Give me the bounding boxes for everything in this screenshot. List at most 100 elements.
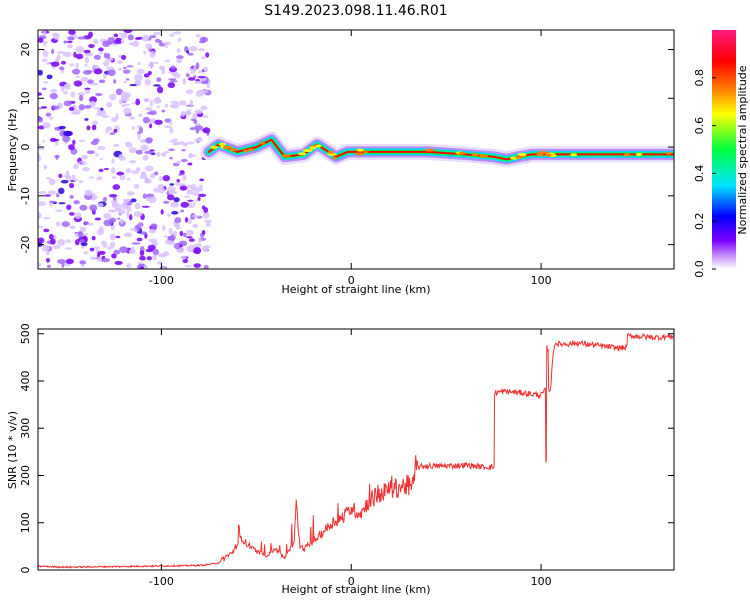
noise-blob <box>131 242 141 245</box>
noise-blob <box>169 33 175 37</box>
noise-blob <box>81 154 88 160</box>
noise-blob <box>42 41 48 44</box>
noise-blob <box>83 49 91 54</box>
noise-blob <box>109 233 116 241</box>
noise-blob <box>174 217 182 224</box>
noise-blob <box>46 177 52 180</box>
noise-blob <box>50 238 56 245</box>
colorbar-tick-label: 0.8 <box>693 69 706 87</box>
noise-blob <box>103 73 107 79</box>
noise-blob <box>137 61 141 66</box>
snr-x-tick-label: -100 <box>149 575 174 588</box>
noise-blob <box>51 48 55 55</box>
noise-blob <box>180 255 187 260</box>
noise-blob <box>153 61 159 64</box>
noise-blob <box>179 230 184 237</box>
noise-blob <box>98 52 104 55</box>
noise-blob <box>43 194 52 197</box>
noise-blob <box>145 137 153 144</box>
noise-blob <box>85 70 93 73</box>
noise-blob <box>126 178 131 181</box>
noise-blob <box>160 152 167 157</box>
noise-blob <box>71 111 81 115</box>
noise-blob <box>92 120 98 126</box>
noise-blob <box>95 93 103 97</box>
noise-blob <box>166 194 175 201</box>
ridge-hotspot <box>635 152 643 156</box>
noise-blob <box>174 73 181 79</box>
noise-blob <box>65 239 72 243</box>
noise-blob <box>45 112 52 117</box>
noise-blob <box>199 178 205 182</box>
ridge-hotspot <box>281 154 292 158</box>
noise-blob <box>183 232 187 238</box>
noise-blob <box>54 141 59 146</box>
noise-blob <box>42 30 47 36</box>
noise-blob <box>84 221 89 225</box>
noise-blob <box>161 68 166 75</box>
noise-blob <box>75 62 79 69</box>
noise-blob <box>89 256 97 260</box>
noise-blob <box>80 245 85 249</box>
noise-blob <box>45 257 50 263</box>
snr-line <box>38 332 674 569</box>
noise-blob <box>182 174 187 182</box>
noise-blob <box>200 105 208 111</box>
noise-blob <box>97 145 106 151</box>
y-tick-label: 10 <box>19 91 32 105</box>
noise-blob <box>142 154 149 161</box>
ridge-hotspot <box>229 148 238 152</box>
ridge-hotspot <box>424 148 435 152</box>
noise-blob <box>146 256 152 261</box>
ridge-hotspot <box>355 152 365 156</box>
noise-blob <box>68 144 75 151</box>
noise-blob <box>191 186 198 191</box>
noise-blob <box>179 185 188 191</box>
noise-blob <box>134 74 143 82</box>
noise-blob <box>103 167 110 171</box>
noise-blob <box>125 78 130 81</box>
spectrogram-marks <box>38 30 674 269</box>
noise-blob <box>168 227 173 235</box>
noise-blob <box>111 253 117 259</box>
noise-blob <box>71 174 76 180</box>
noise-blob <box>189 127 196 131</box>
noise-blob <box>52 245 61 250</box>
noise-blob <box>140 144 149 152</box>
noise-blob <box>38 143 42 146</box>
noise-blob <box>93 246 101 249</box>
noise-blob <box>206 85 211 88</box>
ridge-hotspot <box>471 153 480 157</box>
noise-blob <box>52 105 60 110</box>
noise-blob <box>170 80 178 83</box>
noise-blob <box>161 109 166 113</box>
noise-blob <box>109 132 116 136</box>
noise-blob <box>145 43 153 50</box>
snr-panel: -100 0 100 0 100 200 300 400 500 Height of strai… <box>6 323 675 596</box>
noise-blob <box>38 92 42 96</box>
noise-blob <box>98 168 104 172</box>
noise-blob <box>158 175 164 182</box>
noise-blob <box>93 54 101 60</box>
noise-blob <box>84 118 89 121</box>
ridge-hotspot <box>515 156 523 160</box>
noise-blob <box>189 99 194 106</box>
noise-blob <box>192 223 199 229</box>
noise-blob <box>58 125 66 130</box>
noise-blob <box>125 205 132 212</box>
noise-blob <box>188 205 195 209</box>
y-tick-label: -20 <box>19 236 32 254</box>
noise-blob <box>41 139 46 143</box>
noise-blob <box>88 44 95 49</box>
noise-blob <box>169 156 173 160</box>
noise-blob <box>118 67 122 72</box>
noise-blob <box>41 87 47 91</box>
noise-blob <box>110 167 116 174</box>
noise-blob <box>143 98 150 102</box>
noise-blob <box>77 36 87 40</box>
noise-blob <box>55 221 61 227</box>
noise-blob <box>119 218 124 224</box>
noise-blob <box>69 63 75 67</box>
noise-blob <box>187 217 192 225</box>
